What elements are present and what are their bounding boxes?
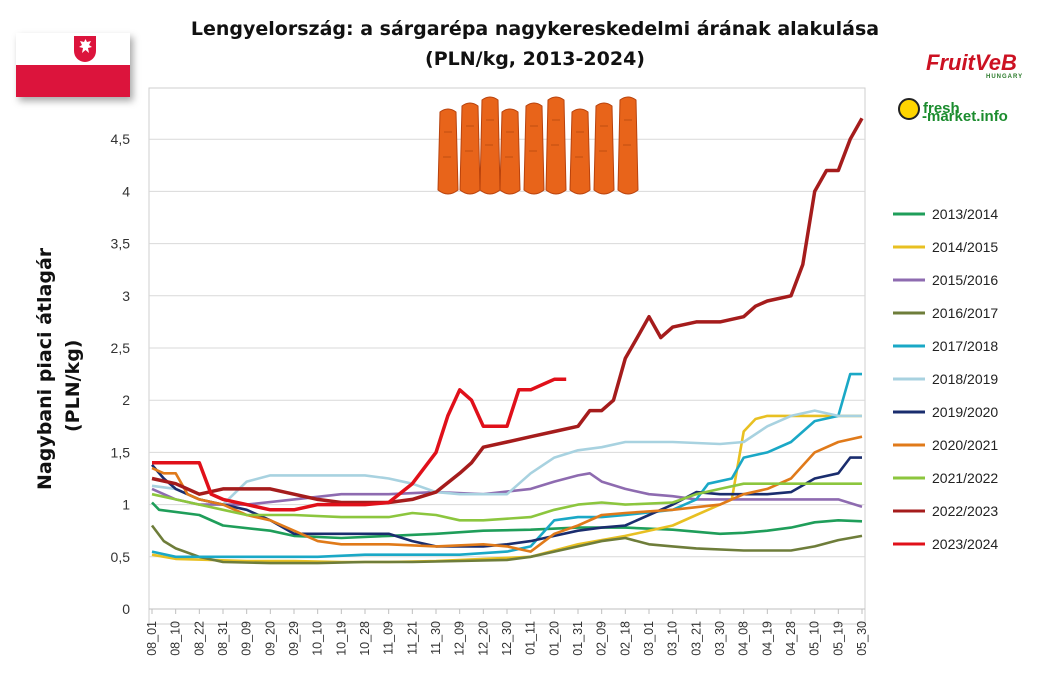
fruitveb-logo: FruitVeB HUNGARY bbox=[926, 50, 1024, 80]
legend-label: 2019/2020 bbox=[932, 404, 998, 420]
series-line-2021-2022 bbox=[151, 482, 862, 522]
carrot-shape bbox=[569, 108, 591, 195]
y-tick-label: 1 bbox=[122, 497, 130, 513]
y-tick-label: 0,5 bbox=[111, 549, 131, 565]
x-tick-label: 08_22 bbox=[192, 621, 206, 656]
x-tick-label: 12_30 bbox=[500, 621, 514, 656]
x-tick-label: 05_30 bbox=[855, 621, 869, 656]
legend-label: 2013/2014 bbox=[932, 206, 998, 222]
carrot-shape bbox=[459, 102, 481, 195]
x-tick-label: 12_09 bbox=[453, 621, 467, 656]
freshmarket-logo: fresh -market.info bbox=[898, 98, 1008, 124]
series-line-2016-2017 bbox=[150, 524, 863, 565]
x-tick-label: 11_09 bbox=[382, 621, 396, 655]
x-tick-label: 10_19 bbox=[334, 621, 348, 656]
x-tick-label: 04_08 bbox=[737, 621, 751, 656]
legend-label: 2023/2024 bbox=[932, 536, 998, 552]
x-tick-label: 09_29 bbox=[287, 621, 301, 656]
x-tick-label: 04_19 bbox=[760, 621, 774, 656]
x-tick-label: 03_01 bbox=[642, 621, 656, 656]
series-line-2018-2019 bbox=[151, 409, 862, 506]
series-line-2022-2023 bbox=[151, 117, 864, 505]
x-tick-label: 05_10 bbox=[808, 621, 822, 656]
x-tick-label: 08_01 bbox=[145, 621, 159, 656]
series-line-2019-2020 bbox=[151, 456, 862, 548]
series-line-2023-2024 bbox=[152, 377, 567, 512]
legend-label: 2018/2019 bbox=[932, 371, 998, 387]
carrot-shape bbox=[523, 102, 545, 195]
x-tick-label: 05_19 bbox=[831, 621, 845, 656]
chart-title-line2: (PLN/kg, 2013-2024) bbox=[425, 48, 645, 70]
legend-label: 2017/2018 bbox=[932, 338, 998, 354]
carrot-shape bbox=[499, 108, 521, 195]
y-tick-label: 2 bbox=[122, 392, 130, 408]
y-tick-label: 1,5 bbox=[111, 444, 131, 460]
y-tick-label: 2,5 bbox=[111, 340, 131, 356]
x-tick-label: 12_20 bbox=[476, 621, 490, 656]
x-tick-label: 01_31 bbox=[571, 621, 585, 656]
x-tick-label: 09_09 bbox=[240, 621, 254, 656]
series-line-2013-2014 bbox=[151, 501, 863, 540]
x-tick-label: 01_11 bbox=[524, 621, 538, 655]
series-line-2015-2016 bbox=[151, 471, 863, 508]
x-tick-label: 11_30 bbox=[429, 621, 443, 655]
carrot-shape bbox=[437, 108, 459, 195]
carrots-image bbox=[437, 96, 639, 195]
legend-label: 2020/2021 bbox=[932, 437, 998, 453]
legend-label: 2021/2022 bbox=[932, 470, 998, 486]
x-tick-label: 09_20 bbox=[263, 621, 277, 656]
x-tick-label: 03_21 bbox=[689, 621, 703, 656]
x-tick-label: 03_30 bbox=[713, 621, 727, 656]
chart-title-line1: Lengyelország: a sárgarépa nagykereskede… bbox=[190, 18, 880, 40]
y-tick-label: 3 bbox=[122, 288, 130, 304]
y-tick-label: 3,5 bbox=[111, 236, 131, 252]
series-line-2014-2015 bbox=[151, 414, 862, 564]
poland-flag-icon bbox=[16, 33, 130, 97]
series-line-2020-2021 bbox=[151, 435, 863, 553]
x-tick-label: 10_28 bbox=[358, 621, 372, 656]
x-tick-label: 01_20 bbox=[547, 621, 561, 656]
x-tick-label: 03_10 bbox=[666, 621, 680, 656]
x-tick-label: 02_18 bbox=[618, 621, 632, 656]
legend-label: 2015/2016 bbox=[932, 272, 998, 288]
x-tick-label: 02_09 bbox=[595, 621, 609, 656]
legend-label: 2014/2015 bbox=[932, 239, 998, 255]
y-tick-label: 0 bbox=[122, 601, 130, 617]
series-line-2017-2018 bbox=[151, 372, 862, 559]
x-tick-label: 04_28 bbox=[784, 621, 798, 656]
carrot-shape bbox=[593, 102, 615, 195]
x-tick-label: 10_10 bbox=[311, 621, 325, 656]
legend-label: 2016/2017 bbox=[932, 305, 998, 321]
legend-label: 2022/2023 bbox=[932, 503, 998, 519]
x-tick-label: 08_10 bbox=[169, 621, 183, 656]
x-tick-label: 08_31 bbox=[216, 621, 230, 656]
x-tick-label: 11_21 bbox=[405, 621, 419, 655]
y-tick-label: 4 bbox=[122, 183, 130, 199]
y-tick-label: 4,5 bbox=[111, 131, 131, 147]
